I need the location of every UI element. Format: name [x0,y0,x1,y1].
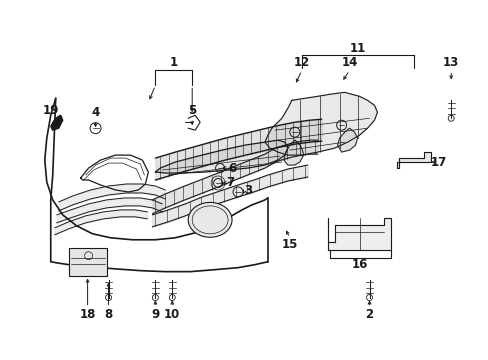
Polygon shape [283,140,303,165]
Text: 8: 8 [104,308,112,321]
Text: 2: 2 [365,308,373,321]
Bar [68,248,106,276]
Polygon shape [337,128,357,152]
Text: 7: 7 [225,176,234,189]
Text: 10: 10 [164,308,180,321]
Text: 4: 4 [91,106,100,119]
Text: 3: 3 [244,184,251,197]
Text: 1: 1 [169,56,177,69]
Text: 14: 14 [341,56,357,69]
Text: 13: 13 [442,56,458,69]
Text: 17: 17 [430,156,447,168]
Text: 19: 19 [42,104,59,117]
Text: 6: 6 [227,162,236,175]
Text: 18: 18 [79,308,96,321]
Text: 5: 5 [188,104,196,117]
Polygon shape [51,115,62,130]
Text: 12: 12 [293,56,309,69]
Text: 11: 11 [349,42,365,55]
Polygon shape [397,152,430,168]
Text: 9: 9 [151,308,159,321]
Polygon shape [155,140,287,173]
Text: 15: 15 [281,238,297,251]
Polygon shape [327,218,390,250]
Polygon shape [264,92,377,155]
Text: 16: 16 [351,258,367,271]
Ellipse shape [188,202,232,237]
